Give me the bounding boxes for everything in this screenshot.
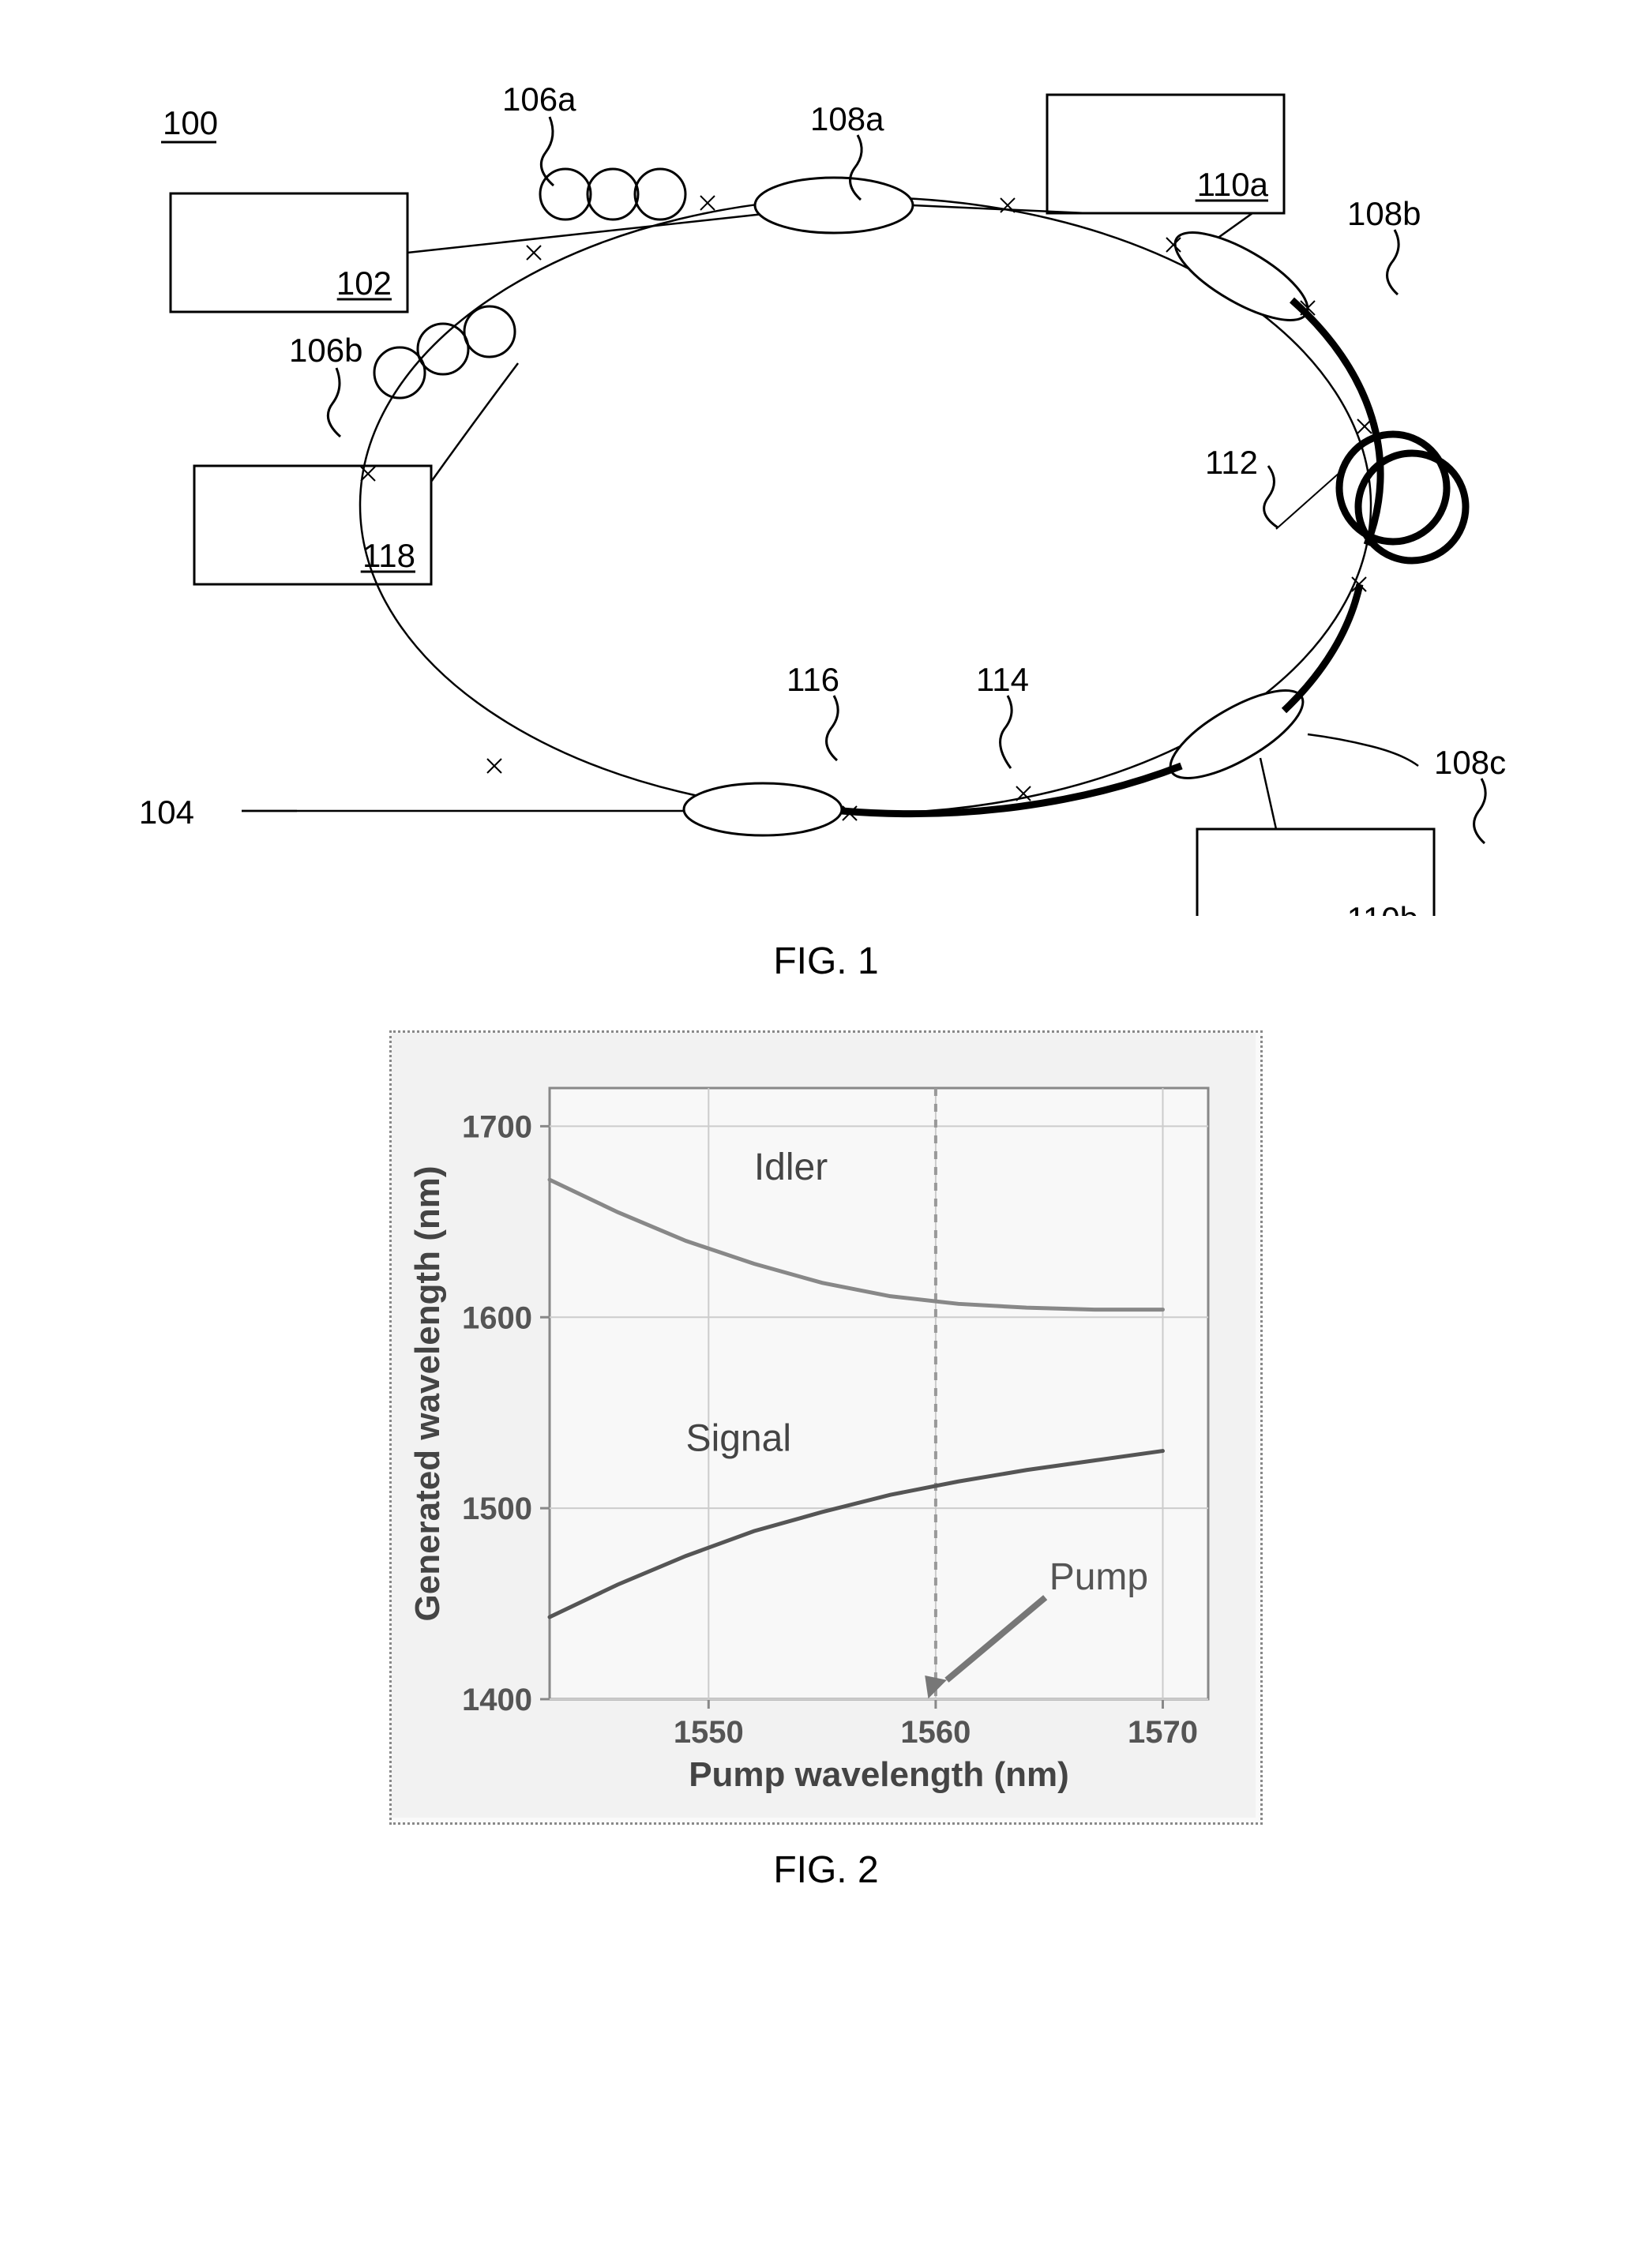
svg-text:1400: 1400 (462, 1683, 532, 1717)
svg-text:102: 102 (336, 265, 392, 302)
svg-text:106a: 106a (502, 81, 576, 118)
svg-text:112: 112 (1205, 444, 1258, 481)
fig1-diagram: 100 102 118 110a 110b 104 106a 106b 108a 108b 108c… (76, 47, 1576, 916)
svg-text:114: 114 (976, 661, 1029, 698)
svg-text:Pump wavelength (nm): Pump wavelength (nm) (689, 1755, 1069, 1794)
svg-text:108a: 108a (810, 100, 884, 137)
svg-text:1600: 1600 (462, 1300, 532, 1335)
fig2-chart: 1550 1560 1570 1400 1500 1600 1700 Idler Signal P… (389, 1030, 1263, 1825)
svg-text:106b: 106b (289, 332, 362, 369)
svg-text:Idler: Idler (754, 1146, 828, 1188)
svg-text:1500: 1500 (462, 1492, 532, 1526)
svg-text:1550: 1550 (674, 1715, 744, 1750)
svg-text:Signal: Signal (686, 1418, 791, 1460)
fig1-svg: 100 102 118 110a 110b 104 106a 106b 108a 108b 108c… (76, 47, 1576, 916)
svg-text:108b: 108b (1347, 195, 1421, 232)
svg-text:118: 118 (362, 537, 415, 574)
svg-text:110a: 110a (1197, 166, 1269, 203)
svg-text:Generated wavelength (nm): Generated wavelength (nm) (408, 1165, 447, 1621)
svg-text:100: 100 (163, 104, 218, 141)
fig1-caption: FIG. 1 (32, 940, 1620, 983)
svg-text:110b: 110b (1347, 900, 1418, 916)
svg-text:1570: 1570 (1128, 1715, 1198, 1750)
svg-text:108c: 108c (1434, 744, 1506, 781)
fig2-svg: 1550 1560 1570 1400 1500 1600 1700 Idler Signal P… (392, 1033, 1256, 1818)
svg-text:116: 116 (787, 661, 839, 698)
svg-text:Pump: Pump (1049, 1556, 1148, 1598)
svg-text:104: 104 (139, 794, 194, 831)
svg-text:1700: 1700 (462, 1109, 532, 1144)
fig2-caption: FIG. 2 (32, 1848, 1620, 1892)
svg-text:1560: 1560 (900, 1715, 971, 1750)
